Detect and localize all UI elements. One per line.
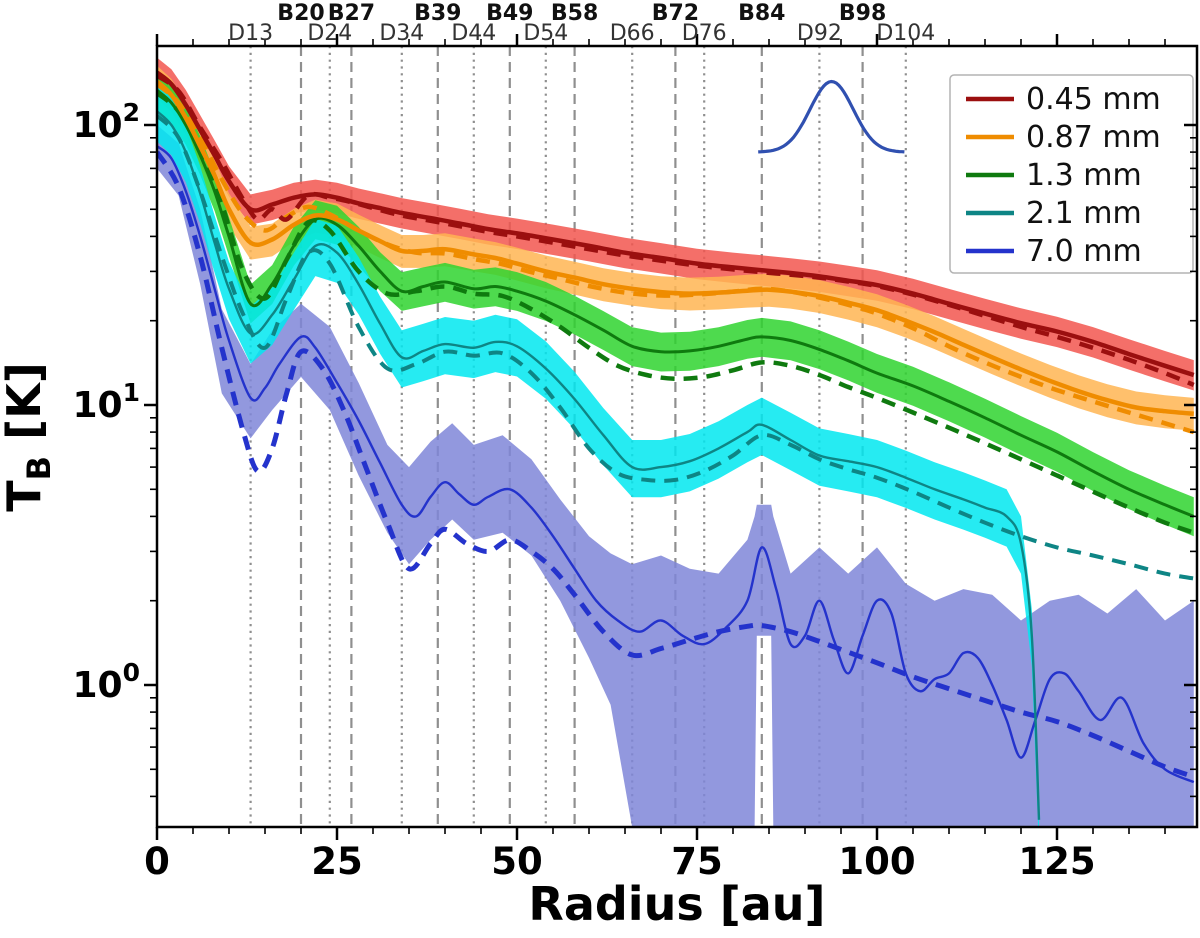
legend-entry-2-1-mm: 2.1 mm (966, 196, 1142, 231)
feature-label-b98: B98 (839, 1, 886, 26)
legend-label-7-0-mm: 7.0 mm (1026, 234, 1142, 269)
feature-label-b20: B20 (277, 1, 324, 26)
profile-curves (157, 70, 1195, 820)
legend-entry-0-87-mm: 0.87 mm (966, 120, 1161, 155)
legend-entry-0-45-mm: 0.45 mm (966, 82, 1161, 117)
band-7-0-mm (157, 125, 1194, 827)
legend-label-1-3-mm: 1.3 mm (1026, 158, 1142, 193)
feature-label-b84: B84 (738, 1, 785, 26)
y-tick-label: 100 (72, 658, 140, 706)
curve-0-45-mm-observed-solid (157, 70, 1195, 378)
x-tick-label: 0 (144, 840, 170, 883)
feature-label-b58: B58 (551, 1, 598, 26)
feature-label-d54: D54 (523, 21, 568, 46)
legend-entry-1-3-mm: 1.3 mm (966, 158, 1142, 193)
feature-label-d76: D76 (682, 21, 727, 46)
legend-label-2-1-mm: 2.1 mm (1026, 196, 1142, 231)
feature-label-d13: D13 (228, 21, 273, 46)
legend-label-0-87-mm: 0.87 mm (1026, 120, 1161, 155)
feature-label-d24: D24 (307, 21, 352, 46)
x-tick-label: 125 (1018, 840, 1095, 883)
legend-entry-7-0-mm: 7.0 mm (966, 234, 1142, 269)
band-2-1-mm (157, 84, 1039, 827)
feature-label-d44: D44 (451, 21, 496, 46)
curve-0-87-mm-observed-solid (157, 79, 1194, 417)
feature-label-b72: B72 (652, 1, 699, 26)
x-tick-label: 50 (491, 840, 543, 883)
x-tick-label: 75 (671, 840, 723, 883)
legend-box (949, 74, 1194, 274)
x-axis-title: Radius [au] (528, 877, 825, 931)
legend-label-0-45-mm: 0.45 mm (1026, 82, 1161, 117)
feature-label-b49: B49 (486, 1, 533, 26)
legend: 0.45 mm0.87 mm1.3 mm2.1 mm7.0 mm (949, 74, 1194, 274)
beam-profile-icon (758, 79, 905, 154)
feature-lines (249, 46, 907, 827)
band-0-45-mm (157, 57, 1194, 391)
curve-7-0-mm-model-dashed (157, 150, 1195, 780)
curve-1-3-mm-observed-solid (157, 89, 1195, 518)
y-tick-label: 102 (72, 98, 140, 146)
axes: 0 25 50 75 100 125 100 101 102 Radius [au] TB [K] (0, 34, 1199, 931)
ticks (144, 34, 1197, 840)
feature-label-d104: D104 (876, 21, 935, 46)
feature-label-b27: B27 (328, 1, 375, 26)
y-tick-label: 101 (72, 378, 140, 426)
plot-border (155, 44, 1199, 829)
feature-label-d66: D66 (610, 21, 655, 46)
curve-7-0-mm-observed-solid (157, 145, 1195, 784)
y-axis-title: TB [K] (0, 362, 58, 512)
feature-label-d34: D34 (379, 21, 424, 46)
x-tick-label: 25 (311, 840, 363, 883)
curve-2-1-mm-model-dashed (157, 114, 1195, 581)
curve-0-45-mm-model-dashed (157, 73, 1195, 387)
feature-label-b39: B39 (414, 1, 461, 26)
feature-label-d92: D92 (797, 21, 842, 46)
curve-2-1-mm-observed-solid (157, 110, 1041, 820)
x-tick-label: 100 (838, 840, 915, 883)
